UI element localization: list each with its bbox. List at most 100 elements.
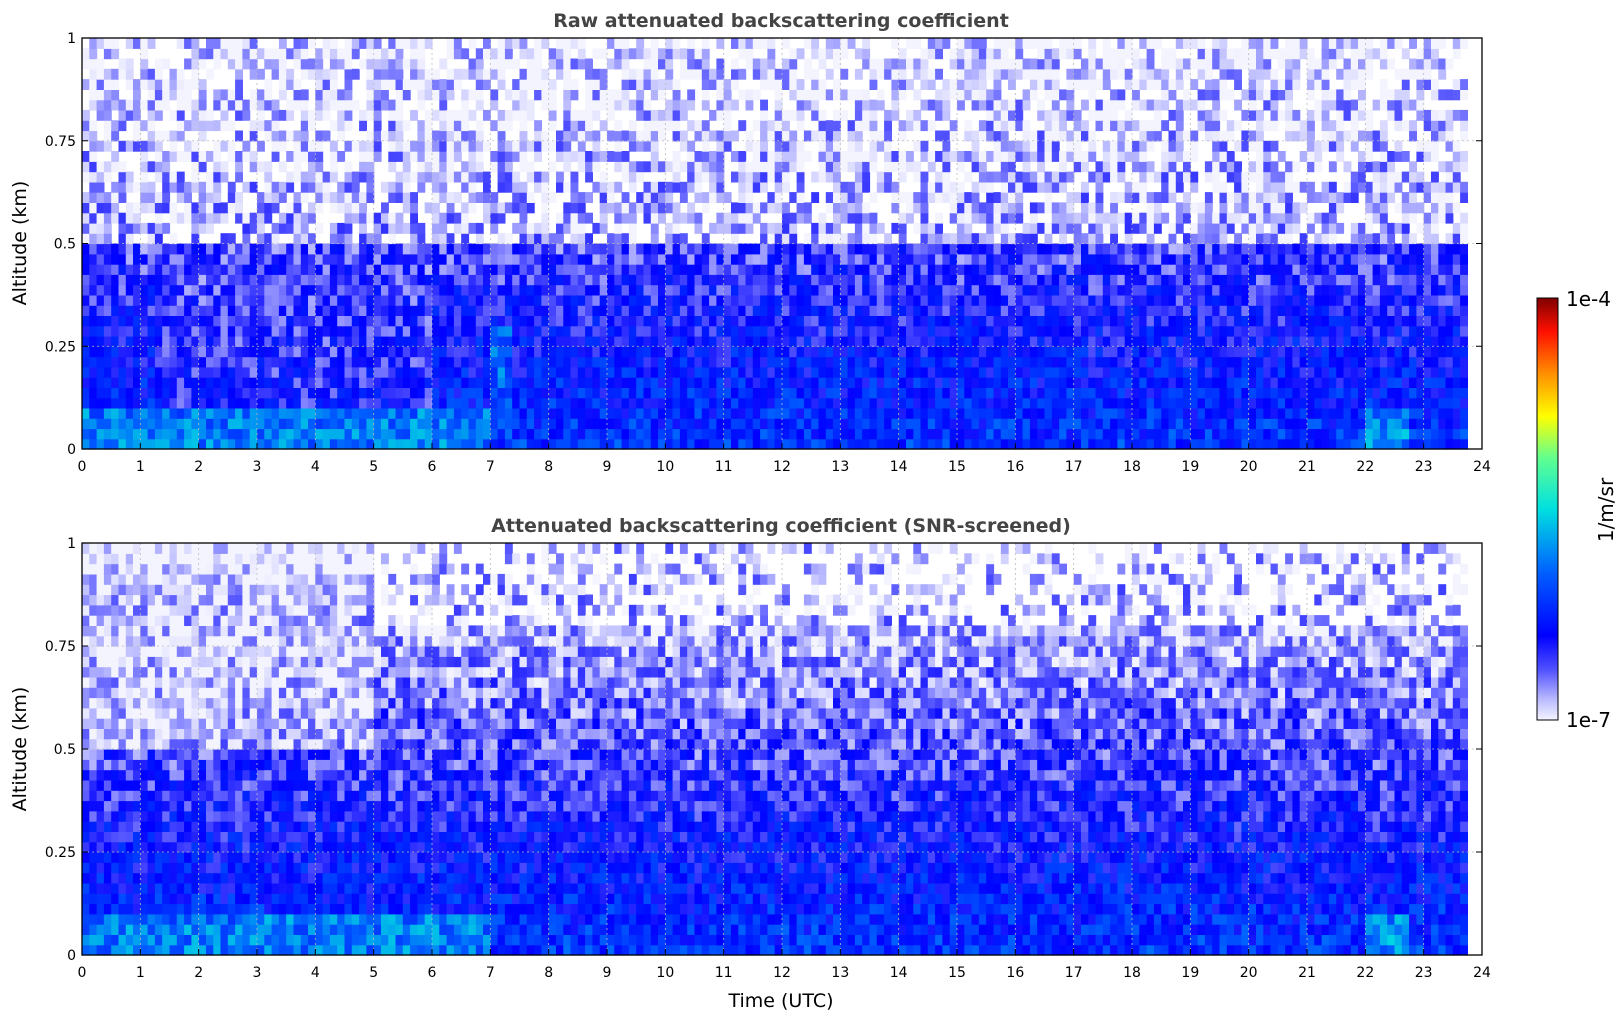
heatmap-cell: [344, 192, 353, 203]
heatmap-cell: [424, 79, 433, 90]
heatmap-cell: [125, 253, 134, 265]
heatmap-cell: [854, 233, 863, 245]
heatmap-cell: [1066, 438, 1075, 450]
heatmap-cell: [1066, 89, 1075, 101]
heatmap-cell: [227, 274, 236, 286]
heatmap-cell: [308, 346, 316, 358]
heatmap-cell: [293, 284, 302, 296]
heatmap-cell: [96, 315, 105, 327]
heatmap-cell: [424, 438, 433, 450]
heatmap-cell: [220, 109, 229, 121]
heatmap-cell: [811, 79, 820, 90]
heatmap-cell: [891, 243, 900, 255]
heatmap-cell: [884, 305, 892, 316]
heatmap-cell: [891, 366, 900, 378]
heatmap-cell: [694, 315, 703, 327]
heatmap-cell: [257, 264, 265, 275]
heatmap-cell: [1000, 243, 1009, 255]
heatmap-cell: [942, 99, 951, 111]
heatmap-cell: [563, 120, 572, 132]
heatmap-cell: [840, 305, 849, 316]
heatmap-cell: [687, 68, 696, 80]
heatmap-cell: [665, 48, 674, 60]
heatmap-cell: [89, 233, 98, 245]
heatmap-cell: [388, 346, 397, 358]
heatmap-cell: [570, 89, 579, 101]
heatmap-cell: [1139, 161, 1148, 173]
heatmap-cell: [242, 264, 251, 275]
heatmap-cell: [1037, 294, 1046, 306]
heatmap-cell: [220, 377, 229, 388]
heatmap-cell: [1146, 192, 1155, 203]
heatmap-cell: [599, 366, 608, 378]
heatmap-cell: [643, 253, 652, 265]
heatmap-cell: [621, 192, 630, 203]
heatmap-cell: [628, 243, 637, 255]
heatmap-cell: [432, 222, 440, 234]
heatmap-cell: [176, 253, 185, 265]
heatmap-cell: [257, 407, 265, 419]
heatmap-cell: [359, 140, 367, 152]
heatmap-cell: [621, 89, 630, 101]
heatmap-cell: [694, 397, 703, 409]
heatmap-cell: [300, 243, 309, 255]
heatmap-cell: [1008, 212, 1016, 224]
heatmap-cell: [388, 243, 397, 255]
heatmap-cell: [118, 387, 127, 399]
heatmap-cell: [125, 356, 134, 368]
heatmap-cell: [927, 336, 936, 347]
heatmap-cell: [971, 181, 980, 193]
heatmap-cell: [869, 222, 878, 234]
heatmap-cell: [862, 397, 871, 409]
heatmap-cell: [1095, 99, 1104, 111]
heatmap-cell: [490, 346, 499, 358]
heatmap-cell: [854, 438, 863, 450]
heatmap-cell: [249, 181, 258, 193]
heatmap-cell: [833, 336, 841, 347]
heatmap-cell: [249, 243, 258, 255]
heatmap-cell: [957, 294, 965, 306]
heatmap-cell: [1124, 428, 1133, 440]
heatmap-cell: [439, 79, 448, 90]
heatmap-cell: [658, 294, 666, 306]
heatmap-cell: [818, 428, 827, 440]
heatmap-cell: [906, 397, 914, 409]
heatmap-cell: [687, 336, 696, 347]
heatmap-cell: [490, 68, 499, 80]
heatmap-cell: [898, 192, 907, 203]
heatmap-cell: [1146, 233, 1155, 245]
heatmap-cell: [585, 79, 593, 90]
heatmap-cell: [1044, 356, 1053, 368]
heatmap-cell: [519, 428, 528, 440]
heatmap-cell: [1008, 253, 1016, 265]
heatmap-cell: [927, 161, 936, 173]
heatmap-cell: [876, 315, 885, 327]
heatmap-cell: [526, 315, 535, 327]
heatmap-cell: [395, 48, 404, 60]
heatmap-cell: [862, 120, 871, 132]
heatmap-cell: [1110, 325, 1118, 337]
heatmap-cell: [475, 171, 484, 183]
heatmap-cell: [1132, 243, 1140, 255]
heatmap-cell: [1110, 438, 1118, 450]
heatmap-cell: [752, 428, 761, 440]
heatmap-cell: [1051, 243, 1060, 255]
heatmap-cell: [957, 346, 965, 358]
heatmap-cell: [534, 418, 542, 430]
heatmap-cell: [1081, 397, 1089, 409]
heatmap-cell: [329, 233, 338, 245]
heatmap-cell: [359, 418, 367, 430]
heatmap-cell: [906, 377, 914, 388]
heatmap-cell: [658, 264, 666, 275]
heatmap-cell: [169, 438, 178, 450]
heatmap-cell: [1073, 130, 1082, 142]
heatmap-cell: [1139, 397, 1148, 409]
heatmap-cell: [949, 397, 958, 409]
heatmap-cell: [760, 99, 768, 111]
heatmap-cell: [417, 397, 426, 409]
heatmap-cell: [133, 418, 141, 430]
heatmap-cell: [628, 212, 637, 224]
heatmap-cell: [118, 346, 127, 358]
heatmap-cell: [468, 171, 477, 183]
heatmap-cell: [862, 264, 871, 275]
